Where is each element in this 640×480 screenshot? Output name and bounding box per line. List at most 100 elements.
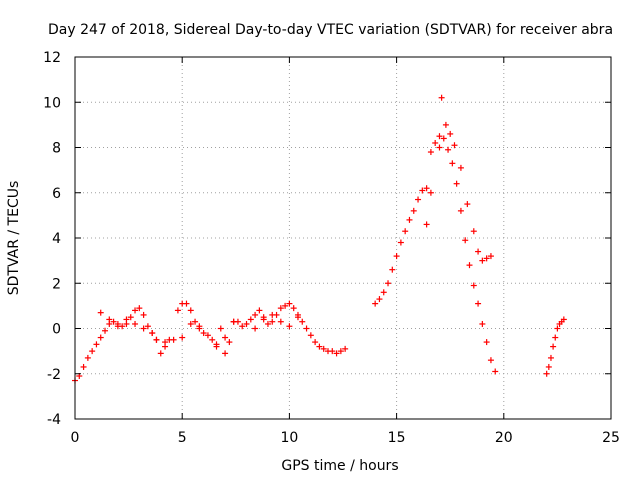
data-point-marker xyxy=(299,318,306,325)
data-point-marker xyxy=(247,316,254,323)
data-point-marker xyxy=(217,325,224,332)
data-point-marker xyxy=(153,336,160,343)
chart-title: Day 247 of 2018, Sidereal Day-to-day VTE… xyxy=(48,22,613,38)
data-point-marker xyxy=(560,316,567,323)
data-point-marker xyxy=(269,311,276,318)
data-point-marker xyxy=(174,307,181,314)
data-point-marker xyxy=(264,320,271,327)
data-point-marker xyxy=(97,334,104,341)
data-point-marker xyxy=(269,318,276,325)
data-point-marker xyxy=(333,350,340,357)
y-tick-label: 10 xyxy=(43,95,61,111)
data-point-marker xyxy=(97,309,104,316)
x-tick-label: 15 xyxy=(388,430,406,446)
data-point-marker xyxy=(230,318,237,325)
data-point-marker xyxy=(475,300,482,307)
data-point-marker xyxy=(106,316,113,323)
data-point-marker xyxy=(543,370,550,377)
data-point-marker xyxy=(442,121,449,128)
data-point-marker xyxy=(451,142,458,149)
data-point-marker xyxy=(419,187,426,194)
y-tick-label: 8 xyxy=(52,141,61,157)
data-point-marker xyxy=(432,139,439,146)
data-point-marker xyxy=(427,189,434,196)
y-tick-label: 6 xyxy=(52,186,61,202)
data-point-marker xyxy=(410,207,417,214)
data-point-marker xyxy=(286,300,293,307)
data-point-marker xyxy=(447,130,454,137)
data-point-marker xyxy=(453,180,460,187)
data-point-marker xyxy=(457,207,464,214)
y-tick-label: 4 xyxy=(52,231,61,247)
data-point-marker xyxy=(239,323,246,330)
data-point-marker xyxy=(200,330,207,337)
data-point-marker xyxy=(209,336,216,343)
y-tick-labels: -4 -2 0 2 4 6 8 10 12 xyxy=(43,50,61,428)
y-tick-label: -2 xyxy=(47,367,61,383)
data-point-marker xyxy=(376,296,383,303)
data-point-marker xyxy=(316,343,323,350)
data-point-marker xyxy=(436,144,443,151)
data-point-marker xyxy=(554,325,561,332)
data-point-marker xyxy=(464,201,471,208)
data-point-marker xyxy=(294,314,301,321)
data-point-marker xyxy=(149,330,156,337)
y-axis-title: SDTVAR / TECUs xyxy=(6,181,22,296)
data-point-marker xyxy=(547,354,554,361)
data-point-marker xyxy=(470,282,477,289)
data-point-marker xyxy=(483,339,490,346)
x-tick-label: 25 xyxy=(602,430,620,446)
data-point-marker xyxy=(552,334,559,341)
data-point-marker xyxy=(196,323,203,330)
grid-lines xyxy=(75,57,611,419)
data-point-marker xyxy=(492,368,499,375)
data-point-marker xyxy=(277,305,284,312)
data-point-marker xyxy=(479,257,486,264)
data-point-marker xyxy=(397,239,404,246)
data-point-marker xyxy=(415,196,422,203)
data-point-marker xyxy=(213,343,220,350)
data-point-marker xyxy=(427,149,434,156)
data-point-marker xyxy=(204,332,211,339)
data-points xyxy=(72,94,567,384)
data-point-marker xyxy=(277,318,284,325)
data-point-marker xyxy=(114,323,121,330)
x-tick-labels: 0 5 10 15 20 25 xyxy=(71,430,620,446)
data-point-marker xyxy=(222,334,229,341)
data-point-marker xyxy=(110,318,117,325)
data-point-marker xyxy=(286,323,293,330)
data-point-marker xyxy=(438,94,445,101)
data-point-marker xyxy=(320,345,327,352)
data-point-marker xyxy=(162,343,169,350)
data-point-marker xyxy=(372,300,379,307)
data-point-marker xyxy=(307,332,314,339)
data-point-marker xyxy=(487,357,494,364)
data-point-marker xyxy=(436,133,443,140)
data-point-marker xyxy=(222,350,229,357)
data-point-marker xyxy=(423,185,430,192)
data-point-marker xyxy=(136,305,143,312)
y-tick-label: 12 xyxy=(43,50,61,66)
data-point-marker xyxy=(389,266,396,273)
data-point-marker xyxy=(226,339,233,346)
data-point-marker xyxy=(140,325,147,332)
x-tick-label: 0 xyxy=(71,430,80,446)
data-point-marker xyxy=(440,135,447,142)
data-point-marker xyxy=(406,216,413,223)
data-point-marker xyxy=(380,289,387,296)
data-point-marker xyxy=(475,248,482,255)
data-point-marker xyxy=(132,307,139,314)
data-point-marker xyxy=(144,323,151,330)
data-point-marker xyxy=(282,302,289,309)
data-point-marker xyxy=(423,221,430,228)
data-point-marker xyxy=(457,164,464,171)
data-point-marker xyxy=(157,350,164,357)
data-point-marker xyxy=(329,348,336,355)
data-point-marker xyxy=(192,318,199,325)
axis-ticks xyxy=(74,56,612,420)
data-point-marker xyxy=(385,280,392,287)
data-point-marker xyxy=(487,253,494,260)
y-tick-label: -4 xyxy=(47,412,61,428)
data-point-marker xyxy=(337,348,344,355)
data-point-marker xyxy=(462,237,469,244)
